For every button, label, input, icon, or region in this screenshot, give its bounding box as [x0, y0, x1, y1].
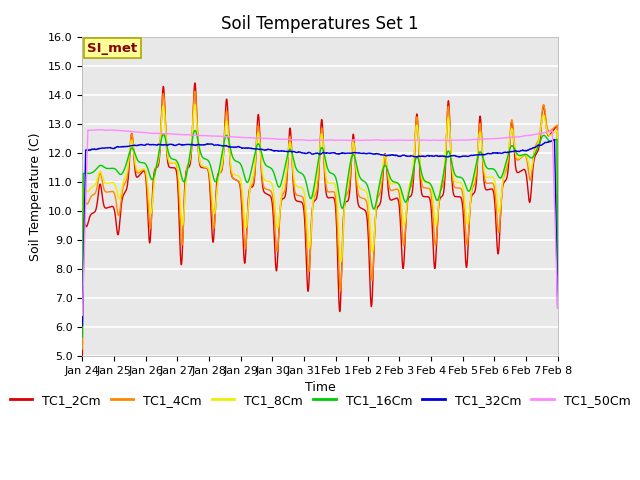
Y-axis label: Soil Temperature (C): Soil Temperature (C) — [29, 132, 42, 261]
Text: SI_met: SI_met — [87, 42, 137, 55]
Legend: TC1_2Cm, TC1_4Cm, TC1_8Cm, TC1_16Cm, TC1_32Cm, TC1_50Cm: TC1_2Cm, TC1_4Cm, TC1_8Cm, TC1_16Cm, TC1… — [4, 389, 636, 412]
Title: Soil Temperatures Set 1: Soil Temperatures Set 1 — [221, 15, 419, 33]
X-axis label: Time: Time — [305, 381, 335, 394]
